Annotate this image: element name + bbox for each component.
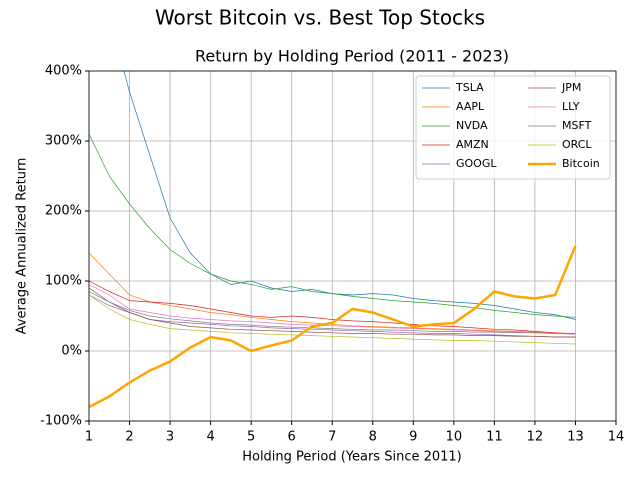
legend-label: GOOGL [456,157,497,170]
legend-label: TSLA [455,81,484,94]
y-axis-label: Average Annualized Return [15,158,30,335]
x-tick-label: 1 [85,430,93,445]
x-tick-label: 12 [527,430,544,445]
x-tick-label: 6 [288,430,296,445]
legend-label: ORCL [562,138,592,151]
legend-label: LLY [562,100,580,113]
suptitle: Worst Bitcoin vs. Best Top Stocks [155,6,485,30]
y-tick-label: 200% [45,204,82,219]
chart-title: Return by Holding Period (2011 - 2023) [195,47,509,66]
line-series [89,294,576,338]
y-tick-label: 100% [45,274,82,289]
plot-area [89,71,577,409]
line-series [89,245,577,409]
legend-label: AAPL [456,100,485,113]
legend-label: Bitcoin [562,157,600,170]
x-tick-label: 9 [409,430,417,445]
line-series [89,133,576,318]
line-series [89,280,576,335]
x-tick-label: 13 [567,430,584,445]
x-tick-label: 14 [608,430,625,445]
x-tick-label: 4 [206,430,214,445]
y-tick-label: -100% [40,414,82,429]
legend-label: JPM [561,81,581,94]
legend-box [415,75,611,180]
axes-frame [88,70,617,422]
line-series [89,252,576,334]
line-series [89,287,576,338]
y-tick-label: 300% [45,134,82,149]
legend-label: MSFT [562,119,592,132]
x-axis-label: Holding Period (Years Since 2011) [242,450,462,465]
line-series [89,294,576,345]
x-tick-label: 11 [486,430,503,445]
line-series [89,291,576,334]
x-tick-label: 10 [446,430,463,445]
x-tick-label: 8 [369,430,377,445]
x-tick-label: 3 [166,430,174,445]
y-tick-label: 400% [45,64,82,79]
x-tick-label: 7 [328,430,336,445]
y-tick-label: 0% [61,344,82,359]
legend-label: NVDA [456,119,488,132]
x-tick-label: 5 [247,430,255,445]
x-tick-label: 2 [125,430,133,445]
legend-label: AMZN [456,138,489,151]
line-series [89,284,576,335]
